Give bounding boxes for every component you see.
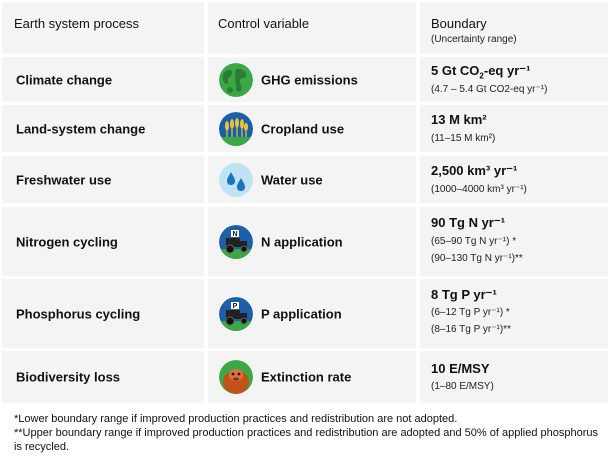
process-name: Phosphorus cycling	[16, 306, 141, 321]
control-variable: Cropland use	[261, 121, 345, 136]
table-row: Freshwater use Water use 2,500 km³ yr⁻¹ …	[0, 156, 610, 203]
boundary-range: (90–130 Tg N yr⁻¹)**	[431, 253, 523, 264]
boundary-range: (1–80 E/MSY)	[431, 381, 494, 392]
boundary-value: 5 Gt CO2-eq yr⁻¹	[431, 63, 531, 81]
control-variable: Water use	[261, 172, 323, 187]
boundary-value: 10 E/MSY	[431, 361, 490, 376]
header-boundary: Boundary	[431, 16, 487, 31]
wheat-icon	[219, 111, 253, 146]
process-name: Nitrogen cycling	[16, 234, 118, 249]
icon-letter-n: N	[232, 231, 237, 238]
table-row: Land-system change	[0, 105, 610, 152]
control-variable: P application	[261, 306, 342, 321]
orangutan-icon	[219, 360, 253, 394]
footnotes: *Lower boundary range if improved produc…	[14, 412, 604, 454]
table-row: Nitrogen cycling N N application 90 Tg N…	[0, 207, 610, 276]
boundary-range: (4.7 – 5.4 Gt CO2-eq yr⁻¹)	[431, 84, 548, 95]
tractor-n-icon: N	[219, 224, 253, 259]
footnote-lower: *Lower boundary range if improved produc…	[14, 413, 458, 425]
process-name: Freshwater use	[16, 172, 112, 187]
globe-icon	[219, 62, 253, 97]
table-header-row: Earth system process Control variable Bo…	[0, 2, 610, 54]
boundary-range: (6–12 Tg P yr⁻¹) *	[431, 307, 510, 318]
table-row: Phosphorus cycling P P application 8 Tg …	[0, 279, 610, 348]
boundary-value: 2,500 km³ yr⁻¹	[431, 163, 518, 178]
icon-letter-p: P	[233, 303, 238, 310]
table-row: Climate change GHG emissions 5 Gt CO2-eq…	[0, 57, 610, 102]
boundary-value: 13 M km²	[431, 112, 487, 127]
boundary-range: (11–15 M km²)	[431, 133, 496, 144]
footnote-upper: **Upper boundary range if improved produ…	[14, 427, 598, 453]
control-variable: GHG emissions	[261, 72, 358, 87]
boundary-value: 8 Tg P yr⁻¹	[431, 287, 497, 302]
header-boundary-sub: (Uncertainty range)	[431, 34, 517, 45]
boundary-range: (1000–4000 km³ yr⁻¹)	[431, 184, 527, 195]
table-row: Biodiversity loss Extinction rate 10 E/M…	[0, 351, 610, 403]
tractor-p-icon: P	[219, 296, 253, 331]
control-variable: N application	[261, 234, 343, 249]
header-control: Control variable	[218, 16, 310, 31]
process-name: Land-system change	[16, 121, 146, 136]
process-name: Biodiversity loss	[16, 369, 121, 385]
boundary-value: 90 Tg N yr⁻¹	[431, 215, 506, 230]
boundary-range: (8–16 Tg P yr⁻¹)**	[431, 324, 511, 335]
control-variable: Extinction rate	[261, 369, 352, 385]
header-process: Earth system process	[14, 16, 139, 31]
boundary-range: (65–90 Tg N yr⁻¹) *	[431, 236, 517, 247]
water-drops-icon	[219, 162, 253, 197]
process-name: Climate change	[16, 72, 113, 87]
